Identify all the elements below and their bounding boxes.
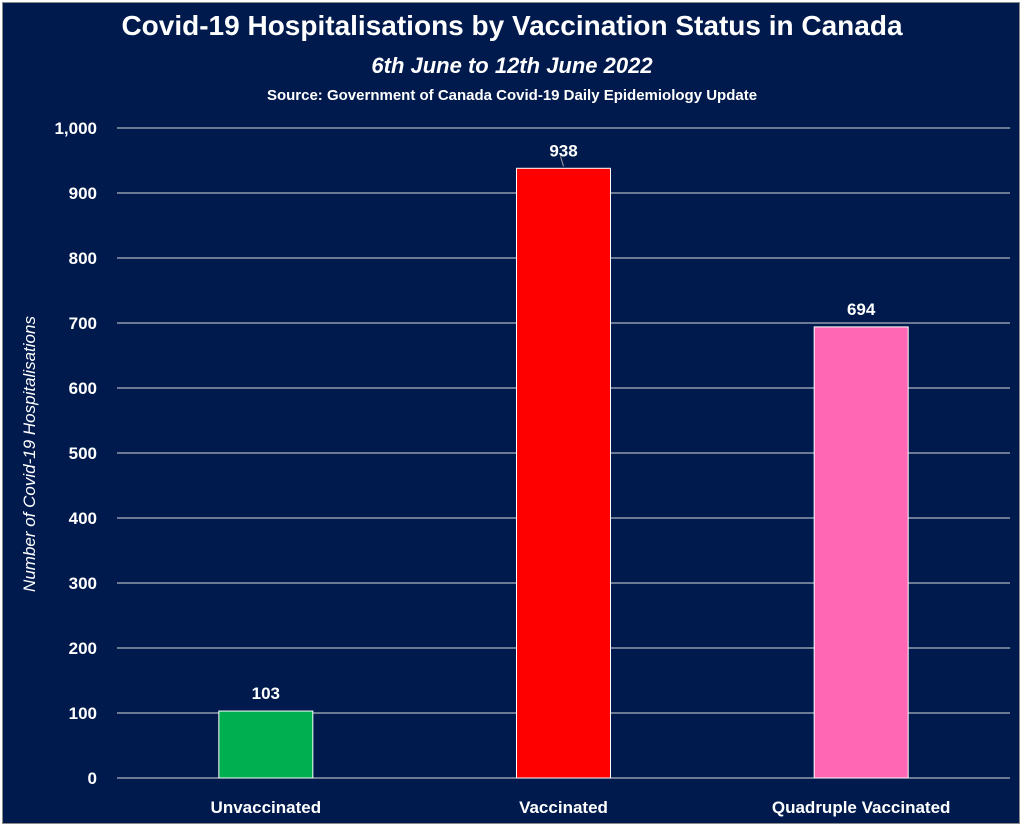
y-tick-label: 700 [69, 314, 97, 333]
chart-title: Covid-19 Hospitalisations by Vaccination… [121, 10, 903, 41]
bar-vaccinated [516, 167, 611, 779]
y-tick-label: 200 [69, 639, 97, 658]
data-label: 938 [549, 141, 577, 160]
y-tick-label: 600 [69, 379, 97, 398]
y-tick-label: 500 [69, 444, 97, 463]
data-label: 694 [847, 300, 876, 319]
x-tick-label: Unvaccinated [211, 798, 322, 817]
data-label: 103 [252, 684, 280, 703]
y-tick-label: 1,000 [54, 119, 97, 138]
bar-unvaccinated [218, 710, 314, 779]
x-tick-label: Vaccinated [519, 798, 608, 817]
y-tick-label: 100 [69, 704, 97, 723]
y-tick-label: 400 [69, 509, 97, 528]
y-tick-label: 300 [69, 574, 97, 593]
chart-subtitle: 6th June to 12th June 2022 [371, 53, 653, 78]
y-tick-label: 900 [69, 184, 97, 203]
chart-source: Source: Government of Canada Covid-19 Da… [266, 87, 758, 104]
bar-quadruple-vaccinated [813, 326, 909, 779]
data-label-leader [560, 156, 564, 167]
y-tick-label: 0 [88, 769, 97, 788]
y-tick-label: 800 [69, 249, 97, 268]
x-tick-label: Quadruple Vaccinated [772, 798, 951, 817]
